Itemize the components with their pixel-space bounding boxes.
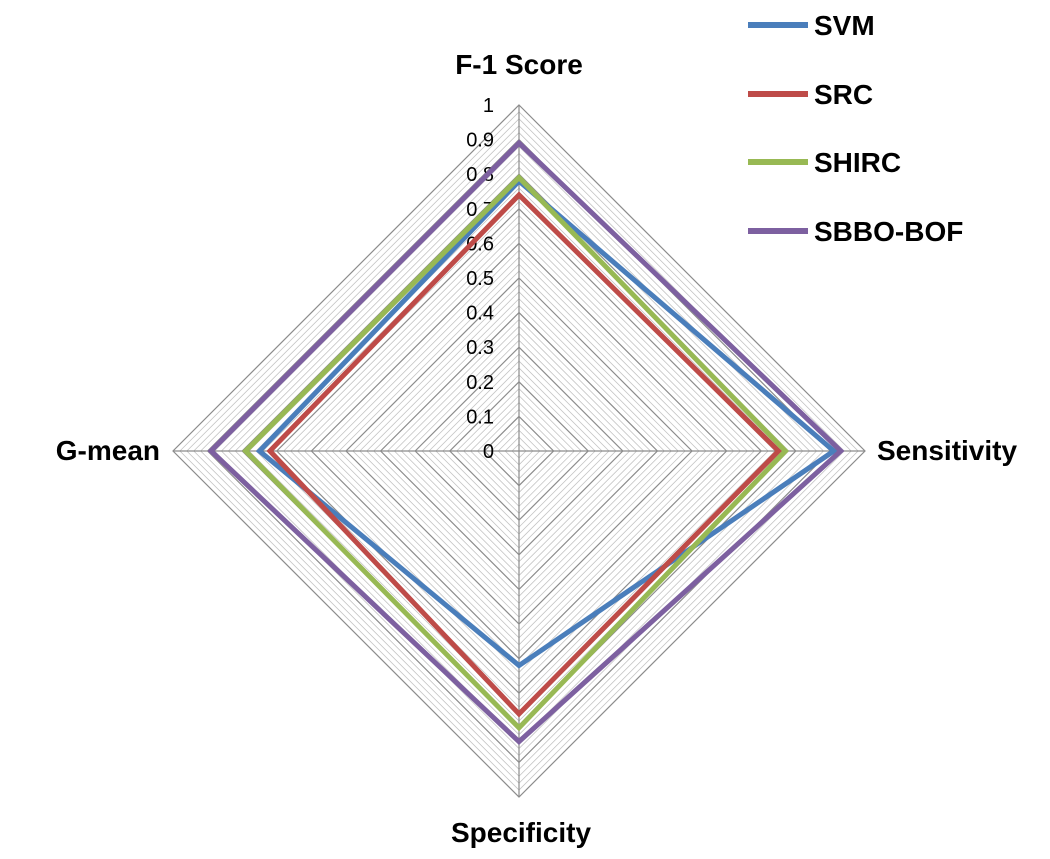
legend-label-src: SRC xyxy=(814,79,873,110)
tick-label: 0.5 xyxy=(466,268,494,290)
radar-series xyxy=(207,139,845,746)
tick-label: 0.1 xyxy=(466,406,494,428)
tick-label: 0 xyxy=(483,441,494,463)
axis-label-sensitivity: Sensitivity xyxy=(877,435,1017,466)
legend-label-shirc: SHIRC xyxy=(814,147,901,178)
legend-label-sbbo-bof: SBBO-BOF xyxy=(814,216,963,247)
tick-label: 0.9 xyxy=(466,130,494,152)
axis-label-specificity: Specificity xyxy=(451,817,591,848)
tick-label: 0.4 xyxy=(466,303,494,325)
radar-spokes xyxy=(173,105,865,797)
radial-tick-labels: 00.10.20.30.40.50.60.70.80.91 xyxy=(466,95,494,463)
axis-label-g-mean: G-mean xyxy=(56,435,160,466)
series-line-shirc xyxy=(242,174,789,732)
tick-label: 0.2 xyxy=(466,372,494,394)
legend-label-svm: SVM xyxy=(814,10,875,41)
tick-label: 0.3 xyxy=(466,337,494,359)
axis-label-f1-score: F-1 Score xyxy=(455,49,583,80)
axis-labels: F-1 Score Sensitivity Specificity G-mean xyxy=(56,49,1018,848)
tick-label: 0.8 xyxy=(466,164,494,186)
tick-label: 1 xyxy=(483,95,494,117)
series-line-sbbo-bof xyxy=(207,139,845,746)
series-line-svm xyxy=(255,177,838,669)
legend: SVM SRC SHIRC SBBO-BOF xyxy=(748,10,963,247)
series-line-src xyxy=(266,191,783,718)
